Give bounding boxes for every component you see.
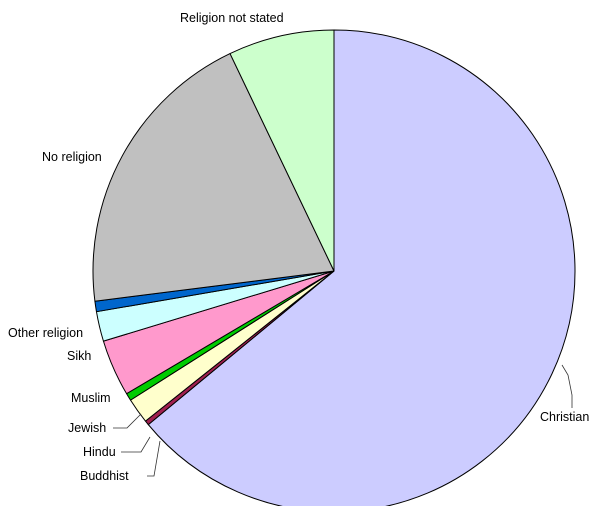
slice-labels: Religion not stated No religion Other re… [8, 11, 589, 483]
leader-line-jewish [113, 413, 142, 429]
label-muslim: Muslim [71, 391, 111, 405]
pie-slice-christian [147, 29, 576, 506]
pie-slice-no-religion [92, 53, 335, 302]
label-buddhist: Buddhist [80, 469, 129, 483]
label-hindu: Hindu [83, 445, 116, 459]
label-other-religion: Other religion [8, 326, 83, 340]
label-sikh: Sikh [67, 349, 91, 363]
pie-slices [92, 29, 576, 506]
label-christian: Christian [540, 410, 589, 424]
leader-line-christian [561, 364, 573, 408]
label-jewish: Jewish [68, 421, 106, 435]
label-religion-not-stated: Religion not stated [180, 11, 284, 25]
label-leader-lines [113, 364, 573, 477]
label-no-religion: No religion [42, 150, 102, 164]
leader-line-hindu [121, 436, 151, 453]
leader-line-buddhist [147, 440, 161, 477]
pie-slice-religion-not-stated [229, 29, 335, 272]
